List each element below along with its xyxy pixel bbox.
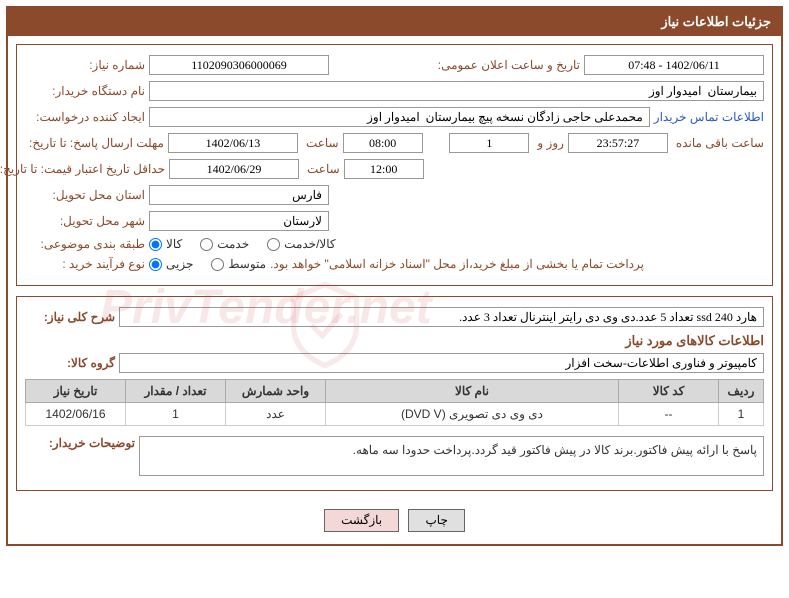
buyer-desc-label: توضیحات خریدار: [25, 436, 135, 450]
th-name: نام کالا [326, 380, 619, 403]
reply-time-field[interactable] [343, 133, 423, 153]
main-panel: جزئیات اطلاعات نیاز شماره نیاز: تاریخ و … [6, 6, 783, 546]
province-label: استان محل تحویل: [25, 188, 145, 202]
radio-both[interactable]: کالا/خدمت [267, 237, 335, 251]
cell-name: دی وی دی تصویری (DVD V) [326, 403, 619, 426]
summary-label: شرح کلی نیاز: [25, 310, 115, 324]
group-value-field[interactable] [119, 353, 764, 373]
th-qty: تعداد / مقدار [126, 380, 226, 403]
table-row[interactable]: 1 -- دی وی دی تصویری (DVD V) عدد 1 1402/… [26, 403, 764, 426]
requester-label: ایجاد کننده درخواست: [25, 110, 145, 124]
th-row: ردیف [719, 380, 764, 403]
validity-date-field[interactable] [169, 159, 299, 179]
buyer-name-field[interactable] [149, 81, 764, 101]
goods-section-title: اطلاعات کالاهای مورد نیاز [25, 333, 764, 349]
announce-label: تاریخ و ساعت اعلان عمومی: [434, 58, 580, 72]
need-number-label: شماره نیاز: [25, 58, 145, 72]
process-note: پرداخت تمام یا بخشی از مبلغ خرید،از محل … [270, 257, 644, 271]
radio-goods[interactable]: کالا [149, 237, 182, 251]
buyer-label: نام دستگاه خریدار: [25, 84, 145, 98]
radio-partial[interactable]: جزیی [149, 257, 193, 271]
th-unit: واحد شمارش [226, 380, 326, 403]
city-field[interactable] [149, 211, 329, 231]
need-number-field[interactable] [149, 55, 329, 75]
remain-label: ساعت باقی مانده [672, 136, 764, 150]
th-code: کد کالا [619, 380, 719, 403]
summary-text-field[interactable] [119, 307, 764, 327]
validity-time-field[interactable] [344, 159, 424, 179]
time-label-2: ساعت [303, 162, 340, 176]
details-panel: شماره نیاز: تاریخ و ساعت اعلان عمومی: نا… [16, 44, 773, 286]
reply-date-field[interactable] [168, 133, 298, 153]
table-header-row: ردیف کد کالا نام کالا واحد شمارش تعداد /… [26, 380, 764, 403]
reply-deadline-label: مهلت ارسال پاسخ: تا تاریخ: [25, 136, 164, 150]
items-table: ردیف کد کالا نام کالا واحد شمارش تعداد /… [25, 379, 764, 426]
button-bar: چاپ بازگشت [16, 501, 773, 536]
requester-name-field[interactable] [149, 107, 650, 127]
print-button[interactable]: چاپ [408, 509, 464, 532]
days-field[interactable] [449, 133, 529, 153]
th-date: تاریخ نیاز [26, 380, 126, 403]
buyer-desc-box: پاسخ با ارائه پیش فاکتور.برند کالا در پی… [139, 436, 764, 476]
days-label: روز و [533, 136, 564, 150]
radio-service[interactable]: خدمت [200, 237, 249, 251]
summary-panel: شرح کلی نیاز: اطلاعات کالاهای مورد نیاز … [16, 296, 773, 491]
process-label: نوع فرآیند خرید : [25, 257, 145, 271]
countdown-field[interactable] [568, 133, 668, 153]
cell-qty: 1 [126, 403, 226, 426]
panel-title: جزئیات اطلاعات نیاز [8, 8, 781, 36]
province-field[interactable] [149, 185, 329, 205]
time-label-1: ساعت [302, 136, 339, 150]
cell-row: 1 [719, 403, 764, 426]
contact-link[interactable]: اطلاعات تماس خریدار [654, 110, 764, 124]
content-area: شماره نیاز: تاریخ و ساعت اعلان عمومی: نا… [8, 36, 781, 544]
radio-medium[interactable]: متوسط [211, 257, 266, 271]
announce-datetime-field[interactable] [584, 55, 764, 75]
back-button[interactable]: بازگشت [324, 509, 399, 532]
city-label: شهر محل تحویل: [25, 214, 145, 228]
category-radio-group: کالا خدمت کالا/خدمت [149, 237, 336, 251]
group-label: گروه کالا: [25, 356, 115, 370]
cell-code: -- [619, 403, 719, 426]
cell-unit: عدد [226, 403, 326, 426]
validity-label: حداقل تاریخ اعتبار قیمت: تا تاریخ: [25, 162, 165, 176]
category-label: طبقه بندی موضوعی: [25, 237, 145, 251]
process-radio-group: جزیی متوسط [149, 257, 266, 271]
cell-date: 1402/06/16 [26, 403, 126, 426]
